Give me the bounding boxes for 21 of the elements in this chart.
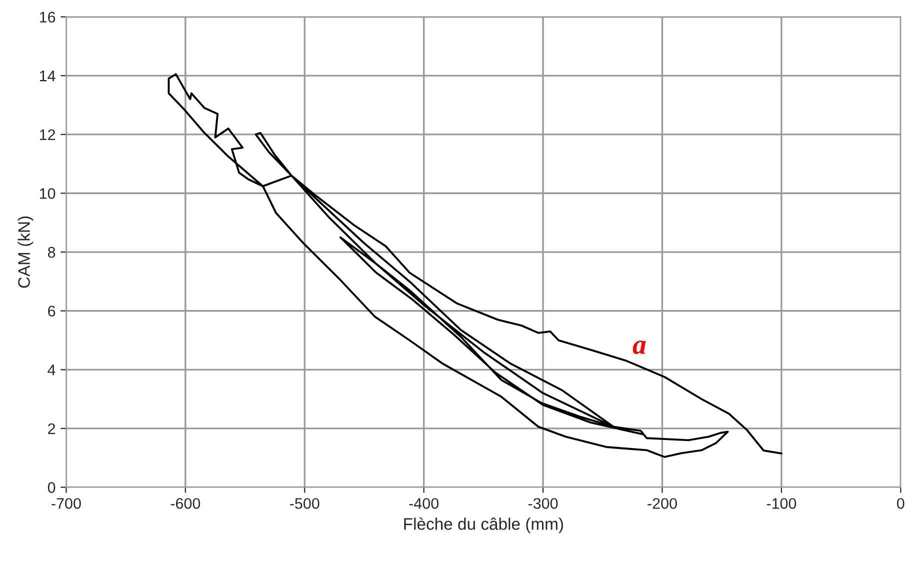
y-tick-label: 2 <box>48 423 56 434</box>
line-series <box>168 73 782 458</box>
y-tick-label: 16 <box>40 12 56 23</box>
x-tick-label: -700 <box>52 498 81 509</box>
y-tick-label: 14 <box>40 70 56 82</box>
y-tick-label: 6 <box>48 306 56 317</box>
x-tick-label: -100 <box>766 498 796 509</box>
x-tick-label: -200 <box>648 498 677 509</box>
y-tick-label: 0 <box>48 482 56 493</box>
y-tick-label: 10 <box>40 188 56 199</box>
x-tick-label: -400 <box>409 498 439 509</box>
y-tick-label: 8 <box>48 246 56 258</box>
x-tick-label: -600 <box>170 498 200 509</box>
x-tick-label: 0 <box>897 498 904 509</box>
x-tick-label: -500 <box>290 498 320 509</box>
annotation: a <box>632 340 646 354</box>
y-axis-title: CAM (kN) <box>18 216 34 288</box>
y-tick-label: 12 <box>40 129 56 140</box>
x-axis-title: Flèche du câble (mm) <box>404 517 563 534</box>
y-tick-label: 4 <box>48 364 56 376</box>
x-tick-label: -300 <box>528 498 558 509</box>
